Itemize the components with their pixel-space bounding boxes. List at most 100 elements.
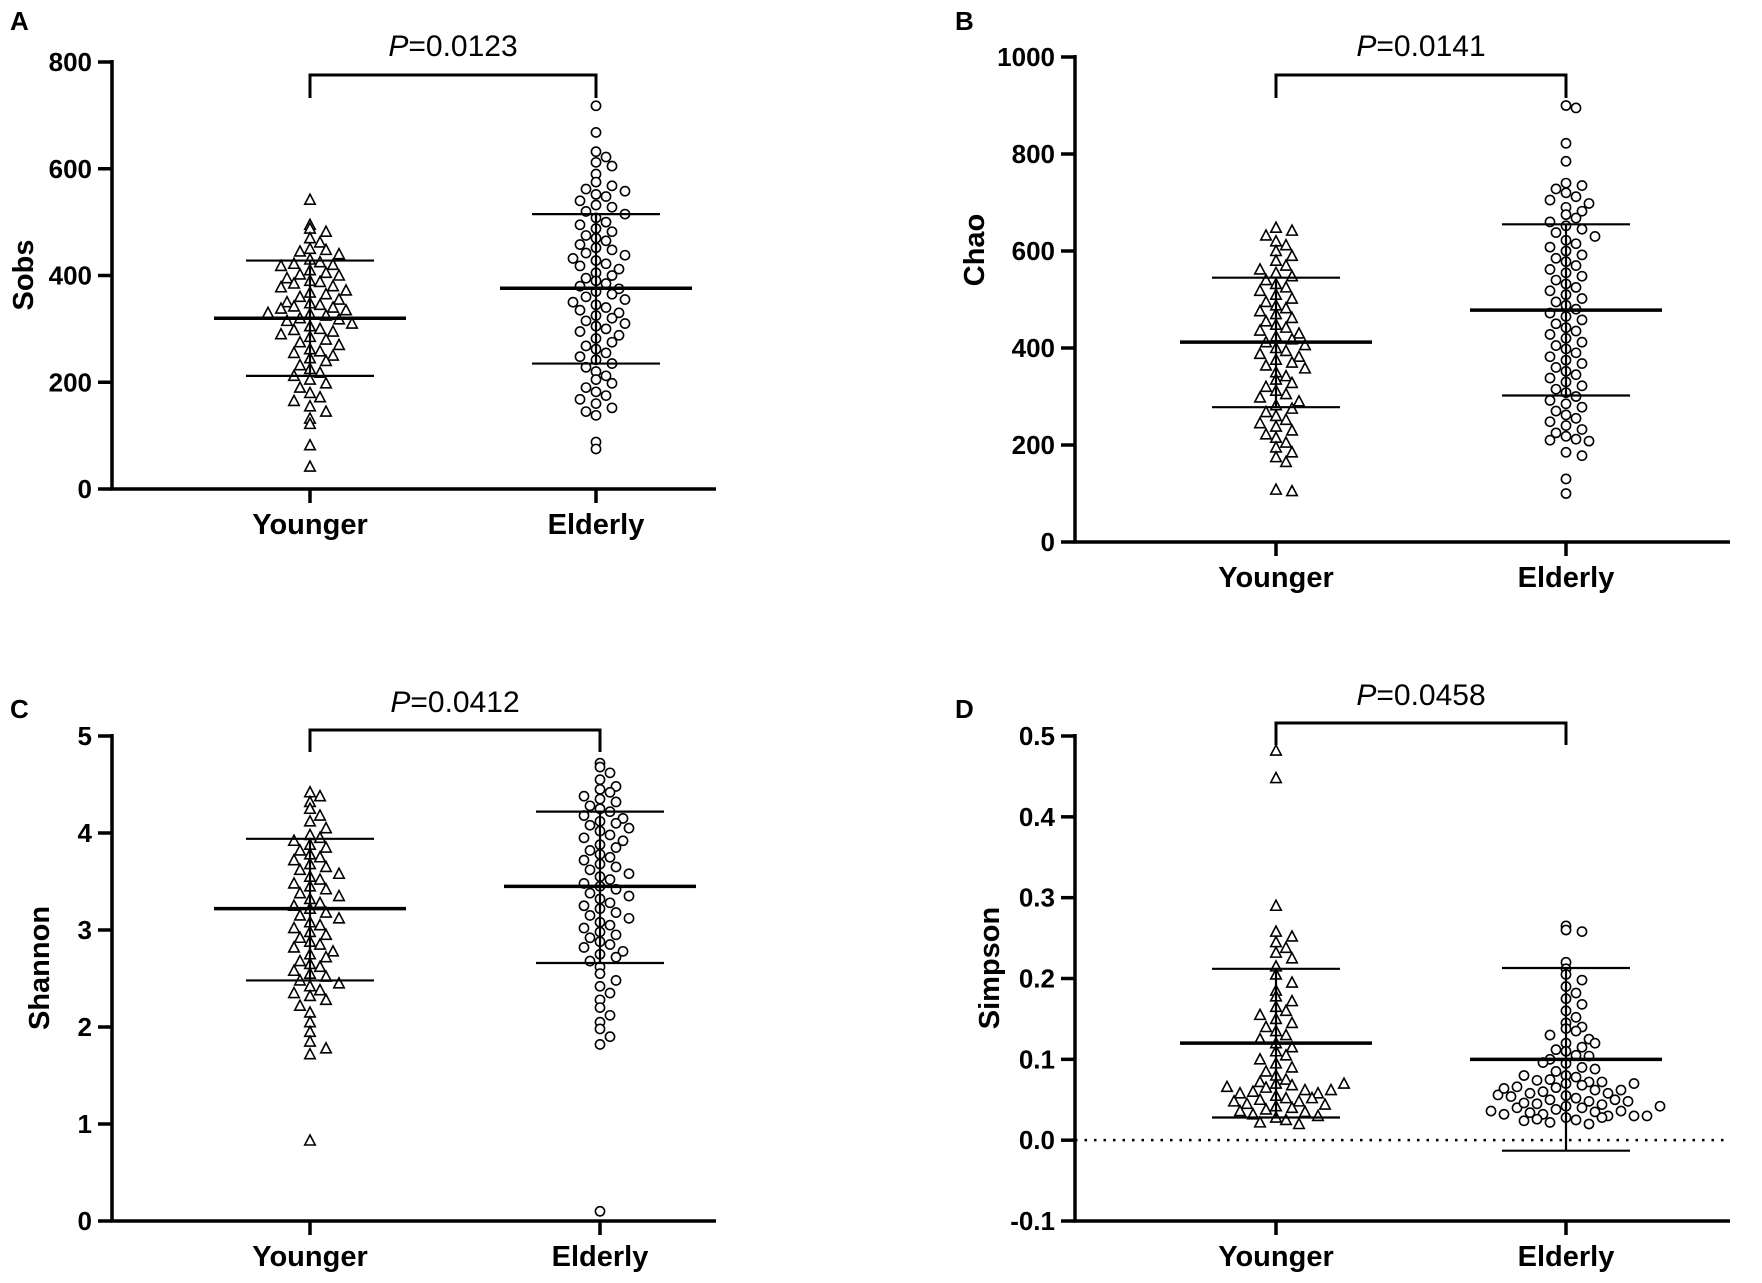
data-point-circle xyxy=(1518,1115,1530,1127)
data-point-circle xyxy=(1576,424,1588,435)
data-point-triangle xyxy=(1253,1007,1267,1021)
data-point-triangle xyxy=(293,244,307,257)
data-point-triangle xyxy=(1269,898,1283,912)
data-point-triangle xyxy=(1246,1107,1260,1120)
data-point-triangle xyxy=(1285,1015,1299,1029)
data-point-triangle xyxy=(1269,743,1283,756)
data-point-triangle xyxy=(326,257,340,271)
data-point-triangle xyxy=(1279,320,1293,333)
data-point-circle xyxy=(1550,183,1562,195)
data-point-triangle xyxy=(326,300,340,313)
data-point-circle xyxy=(1589,1063,1601,1075)
data-point-circle xyxy=(600,347,612,359)
x-category-label: Elderly xyxy=(552,1241,649,1273)
data-point-circle xyxy=(1531,1074,1543,1086)
data-point-circle xyxy=(574,219,586,231)
data-point-triangle xyxy=(274,301,288,314)
data-point-circle xyxy=(1570,325,1582,337)
data-point-triangle xyxy=(1259,1064,1273,1077)
data-point-circle xyxy=(617,835,629,847)
data-point-circle xyxy=(1524,1107,1536,1119)
y-tick-label: 2 xyxy=(78,1012,92,1042)
data-point-triangle xyxy=(1298,1082,1312,1096)
y-axis-label: Chao xyxy=(959,214,991,287)
data-point-circle xyxy=(610,975,622,986)
data-point-triangle xyxy=(319,286,333,300)
data-point-triangle xyxy=(1259,314,1273,327)
data-point-circle xyxy=(1544,434,1556,446)
data-point-circle xyxy=(578,942,590,953)
data-point-triangle xyxy=(287,920,301,934)
y-tick-label: 800 xyxy=(49,47,92,77)
data-point-circle xyxy=(1544,372,1556,384)
data-point-triangle xyxy=(287,940,301,953)
data-point-triangle xyxy=(287,833,301,847)
data-point-triangle xyxy=(1233,1103,1247,1117)
data-point-circle xyxy=(604,919,616,931)
data-point-triangle xyxy=(313,297,327,311)
data-point-triangle xyxy=(303,988,317,1002)
data-point-circle xyxy=(619,249,631,261)
data-point-triangle xyxy=(332,292,346,305)
data-point-triangle xyxy=(1279,386,1293,400)
panel-a: A Sobs 0 200 400 600 800 Younger Elderly P=0.0123 xyxy=(8,6,716,541)
data-point-triangle xyxy=(339,302,353,316)
data-point-circle xyxy=(590,176,602,188)
data-point-triangle xyxy=(303,801,317,815)
data-point-circle xyxy=(623,890,635,902)
data-point-circle xyxy=(604,987,616,999)
data-point-triangle xyxy=(319,404,333,417)
data-point-circle xyxy=(1602,1087,1614,1099)
data-point-triangle xyxy=(1279,940,1293,954)
series-elderly xyxy=(504,757,696,1217)
data-point-triangle xyxy=(319,224,333,238)
data-point-circle xyxy=(1570,1011,1582,1023)
data-point-triangle xyxy=(293,357,307,371)
data-point-circle xyxy=(590,443,602,455)
data-point-circle xyxy=(1560,446,1572,458)
data-point-circle xyxy=(1654,1100,1666,1112)
data-point-circle xyxy=(1505,1091,1517,1102)
data-point-circle xyxy=(600,390,612,401)
data-point-triangle xyxy=(303,192,317,206)
data-point-triangle xyxy=(1253,390,1267,403)
data-point-circle xyxy=(606,270,618,281)
data-point-triangle xyxy=(274,326,288,340)
data-point-triangle xyxy=(1269,770,1283,784)
data-point-triangle xyxy=(303,459,317,472)
y-tick-label: 400 xyxy=(1012,333,1055,363)
data-point-circle xyxy=(600,258,612,270)
data-point-circle xyxy=(1589,1037,1601,1049)
data-point-circle xyxy=(600,370,612,382)
data-point-triangle xyxy=(287,393,301,407)
data-point-triangle xyxy=(332,866,346,880)
y-tick-label: 1 xyxy=(78,1109,92,1139)
data-point-circle xyxy=(619,294,631,305)
data-point-triangle xyxy=(313,895,327,909)
y-tick-label: 200 xyxy=(49,367,92,397)
data-point-circle xyxy=(584,864,596,876)
x-category-label: Younger xyxy=(252,509,367,541)
data-point-triangle xyxy=(303,385,317,399)
data-point-triangle xyxy=(313,274,327,288)
data-point-triangle xyxy=(313,235,327,248)
data-point-triangle xyxy=(332,337,346,351)
data-point-circle xyxy=(1576,1102,1588,1114)
data-point-circle xyxy=(1589,231,1601,242)
data-point-triangle xyxy=(1279,1090,1293,1104)
data-point-circle xyxy=(1544,241,1556,253)
data-point-triangle xyxy=(313,808,327,821)
data-point-triangle xyxy=(313,850,327,863)
data-point-triangle xyxy=(319,332,333,345)
data-point-triangle xyxy=(1253,1115,1267,1128)
data-point-circle xyxy=(1550,383,1562,395)
data-point-circle xyxy=(1544,394,1556,406)
data-point-circle xyxy=(580,291,592,303)
data-point-circle xyxy=(574,260,586,272)
data-point-circle xyxy=(1589,1084,1601,1096)
data-point-triangle xyxy=(1279,1048,1293,1061)
data-point-circle xyxy=(1570,260,1582,271)
data-point-triangle xyxy=(1285,1039,1299,1053)
data-point-circle xyxy=(604,767,616,779)
data-point-circle xyxy=(580,272,592,284)
